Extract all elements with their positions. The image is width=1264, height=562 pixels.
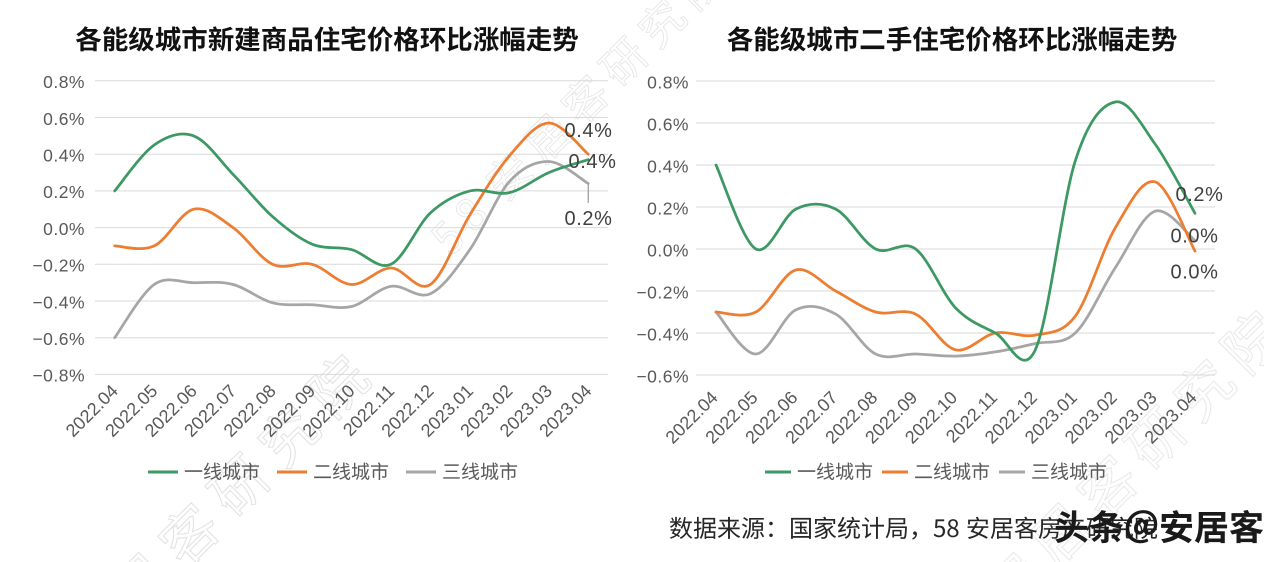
svg-text:0.4%: 0.4% [647,156,689,176]
svg-text:0.2%: 0.2% [43,182,85,202]
svg-text:0.8%: 0.8% [43,72,85,92]
svg-text:−0.6%: −0.6% [32,329,85,349]
svg-text:0.0%: 0.0% [647,240,689,260]
svg-text:0.4%: 0.4% [569,151,617,173]
svg-text:0.4%: 0.4% [43,146,85,166]
svg-text:0.2%: 0.2% [647,198,689,218]
svg-text:0.2%: 0.2% [1176,184,1224,206]
svg-text:−0.2%: −0.2% [636,282,689,302]
svg-text:0.0%: 0.0% [43,219,85,239]
svg-text:−0.2%: −0.2% [32,256,85,276]
svg-text:0.2%: 0.2% [565,208,613,230]
svg-text:−0.6%: −0.6% [636,366,689,386]
svg-text:0.6%: 0.6% [647,114,689,134]
svg-text:0.4%: 0.4% [565,120,613,142]
svg-text:−0.4%: −0.4% [636,324,689,344]
svg-text:0.0%: 0.0% [1171,226,1219,248]
svg-text:0.6%: 0.6% [43,109,85,129]
svg-text:0.8%: 0.8% [647,72,689,92]
svg-text:−0.4%: −0.4% [32,292,85,312]
svg-text:0.0%: 0.0% [1171,262,1219,284]
svg-text:−0.8%: −0.8% [32,366,85,386]
